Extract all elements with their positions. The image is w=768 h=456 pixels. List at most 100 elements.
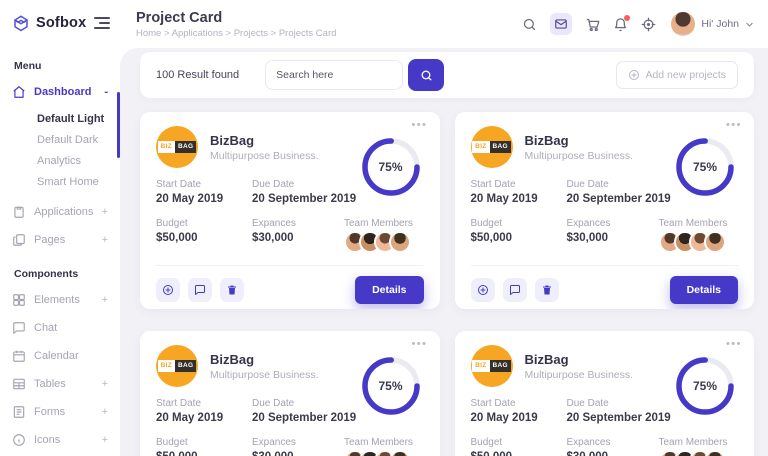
expenses-label: Expances: [566, 437, 611, 448]
sidebar-subitem-analytics[interactable]: Analytics: [37, 154, 82, 167]
sidebar-item-tables[interactable]: Tables +: [0, 370, 120, 398]
project-name: BizBag: [524, 132, 569, 148]
sidebar-subitem-default-light[interactable]: Default Light: [37, 112, 105, 125]
project-logo: BIZ BAG: [156, 126, 198, 168]
project-logo: BIZ BAG: [470, 345, 513, 387]
user-menu[interactable]: Hi' John: [671, 12, 754, 36]
avatar: [703, 231, 726, 253]
results-toolbar: 100 Result found Add new projects: [140, 52, 754, 98]
active-indicator: [117, 92, 120, 158]
calendar-icon: [13, 350, 25, 362]
more-options-icon[interactable]: •••: [725, 119, 742, 131]
sidebar-item-applications[interactable]: Applications +: [0, 198, 120, 226]
avatar: [703, 450, 726, 456]
project-card: ••• BIZ BAG BizBag Multipurpose Business.…: [454, 331, 754, 456]
more-options-icon[interactable]: •••: [725, 338, 742, 350]
brand-logo[interactable]: Sofbox: [12, 14, 86, 32]
progress-value: 75%: [378, 379, 403, 393]
sidebar-subitem-smart-home[interactable]: Smart Home: [37, 175, 99, 188]
dashboard-submenu: Default Light Default Dark Analytics Sma…: [0, 106, 120, 198]
add-member-button[interactable]: [470, 278, 495, 302]
budget-value: $50,000: [470, 232, 513, 244]
progress-value: 75%: [378, 160, 403, 174]
project-name: BizBag: [210, 132, 255, 148]
expenses-value: $30,000: [566, 232, 609, 244]
sidebar-item-pages[interactable]: Pages +: [0, 226, 120, 254]
chat-icon: [13, 322, 25, 334]
team-members-label: Team Members: [658, 437, 728, 448]
project-logo: BIZ BAG: [470, 126, 513, 168]
project-name: BizBag: [210, 351, 255, 367]
comment-button[interactable]: [502, 278, 527, 302]
sidebar-item-dashboard[interactable]: Dashboard -: [0, 78, 120, 106]
chat-icon: [509, 285, 520, 295]
start-date-label: Start Date: [156, 179, 202, 190]
start-date-label: Start Date: [470, 398, 516, 409]
user-avatar: [671, 12, 696, 36]
add-member-button[interactable]: [156, 278, 180, 302]
search-submit-button[interactable]: [408, 59, 445, 91]
budget-value: $50,000: [156, 232, 198, 244]
expand-sign: +: [101, 234, 108, 246]
sidebar-item-forms[interactable]: Forms +: [0, 398, 120, 426]
comment-button[interactable]: [188, 278, 212, 302]
search-icon[interactable]: [522, 17, 537, 32]
project-subtitle: Multipurpose Business.: [210, 149, 319, 162]
bell-icon[interactable]: [613, 14, 631, 32]
budget-value: $50,000: [156, 451, 252, 456]
box-logo-icon: [14, 15, 28, 32]
budget-label: Budget: [470, 437, 503, 448]
expenses-label: Expances: [252, 218, 296, 229]
team-members-label: Team Members: [658, 218, 728, 229]
sidebar-item-elements[interactable]: Elements +: [0, 286, 120, 314]
collapse-sign: -: [104, 86, 108, 98]
mail-icon[interactable]: [550, 13, 573, 35]
trash-icon: [228, 285, 236, 295]
due-date-label: Due Date: [252, 179, 295, 190]
details-button[interactable]: Details: [355, 276, 424, 304]
sidebar-item-icons[interactable]: Icons +: [0, 426, 120, 454]
budget-label: Budget: [156, 437, 188, 448]
more-options-icon[interactable]: •••: [411, 338, 428, 350]
due-date-value: 20 September 2019: [566, 412, 671, 424]
sidebar-subitem-default-dark[interactable]: Default Dark: [37, 133, 99, 146]
result-count: 100 Result found: [156, 69, 240, 81]
details-button[interactable]: Details: [669, 276, 738, 304]
sidebar-item-chat[interactable]: Chat: [0, 314, 120, 342]
plus-circle-icon: [629, 70, 640, 80]
due-date-value: 20 September 2019: [566, 193, 671, 205]
sidebar-item-calendar[interactable]: Calendar: [0, 342, 120, 370]
budget-label: Budget: [156, 218, 188, 229]
brand-name: Sofbox: [36, 15, 87, 31]
expenses-label: Expances: [252, 437, 296, 448]
delete-button[interactable]: [534, 278, 559, 302]
cart-icon[interactable]: [585, 17, 600, 32]
add-new-projects-button[interactable]: Add new projects: [616, 61, 738, 89]
expenses-value: $30,000: [567, 451, 659, 456]
target-icon[interactable]: [641, 17, 656, 32]
breadcrumb[interactable]: Home > Applications > Projects > Project…: [136, 28, 337, 40]
user-greeting: Hi' John: [701, 18, 739, 30]
project-subtitle: Multipurpose Business.: [210, 368, 319, 381]
start-date-value: 20 May 2019: [156, 193, 224, 205]
info-circle-icon: [13, 434, 25, 446]
progress-ring: 75%: [360, 136, 422, 198]
progress-ring: 75%: [360, 355, 422, 417]
plus-circle-icon: [163, 285, 173, 295]
sidebar-toggle-icon[interactable]: [94, 14, 110, 32]
due-date-value: 20 September 2019: [252, 193, 357, 205]
more-options-icon[interactable]: •••: [411, 119, 428, 131]
sidebar-section-menu: Menu: [14, 60, 42, 72]
home-icon: [13, 86, 25, 98]
budget-value: $50,000: [471, 451, 567, 456]
delete-button[interactable]: [220, 278, 244, 302]
due-date-value: 20 September 2019: [252, 412, 357, 424]
grid-icon: [13, 294, 25, 306]
search-input[interactable]: [265, 60, 404, 90]
expenses-value: $30,000: [252, 232, 294, 244]
project-card-grid: ••• BIZ BAG BizBag Multipurpose Business.…: [140, 112, 754, 456]
page-title: Project Card: [136, 9, 223, 26]
avatar: [389, 231, 411, 253]
progress-ring: 75%: [674, 355, 736, 417]
